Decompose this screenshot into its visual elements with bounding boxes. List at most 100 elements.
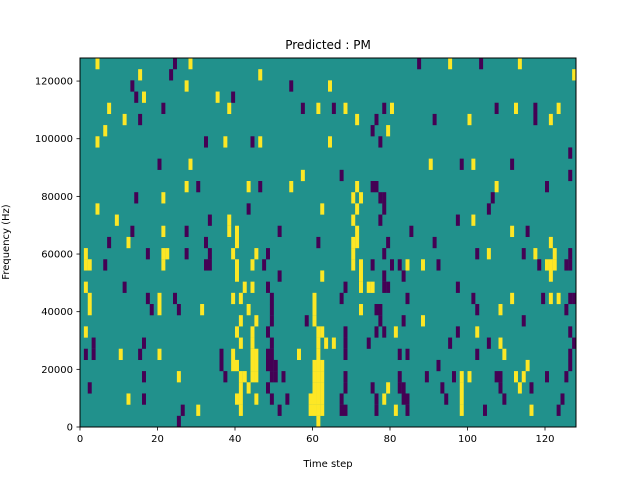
heatmap-cell-high	[316, 393, 321, 405]
heatmap-cell-low	[180, 404, 185, 416]
heatmap-cell-high	[328, 80, 332, 92]
heatmap-cell-high	[548, 259, 553, 271]
heatmap-cell-low	[161, 102, 166, 115]
y-tick-label: 100000	[35, 134, 73, 145]
heatmap-cell-low	[448, 337, 453, 349]
heatmap-cell-high	[320, 382, 325, 394]
heatmap-cell-low	[378, 136, 383, 148]
heatmap-cell-high	[289, 181, 294, 193]
heatmap-cell-low	[521, 315, 526, 327]
heatmap-cell-low	[176, 304, 181, 316]
heatmap-cell-low	[397, 382, 402, 394]
heatmap-cell-low	[281, 371, 286, 383]
heatmap-cell-high	[235, 225, 239, 238]
heatmap-cell-high	[359, 270, 363, 282]
heatmap-cell-high	[502, 348, 507, 361]
heatmap-cell-high	[390, 102, 394, 115]
heatmap-cell-high	[312, 315, 317, 327]
heatmap-cell-low	[269, 292, 274, 305]
heatmap-cell-high	[188, 58, 193, 70]
heatmap-cell-high	[161, 259, 166, 271]
y-axis-label: Frequency (Hz)	[1, 204, 12, 280]
heatmap-cell-high	[157, 348, 162, 361]
heatmap-cell-low	[556, 404, 561, 416]
heatmap-cell-high	[467, 371, 472, 383]
heatmap-cell-high	[448, 58, 453, 70]
heatmap-cell-low	[277, 404, 282, 416]
heatmap-cell-low	[331, 102, 336, 115]
heatmap-cell-low	[397, 348, 402, 361]
heatmap-cell-low	[370, 125, 375, 137]
heatmap-cell-low	[475, 248, 480, 260]
heatmap-cell-high	[142, 91, 146, 103]
heatmap-cell-high	[459, 371, 464, 383]
heatmap-cell-low	[436, 259, 441, 271]
heatmap-cell-low	[405, 348, 410, 361]
heatmap-cell-high	[200, 304, 205, 316]
heatmap-cell-high	[355, 203, 360, 215]
heatmap-cell-high	[87, 304, 92, 316]
x-tick-label: 60	[306, 434, 319, 445]
heatmap-cell-low	[386, 281, 391, 293]
heatmap-cell-high	[316, 415, 321, 428]
heatmap-cell-high	[157, 304, 162, 316]
heatmap-cell-low	[207, 248, 212, 260]
heatmap-cell-high	[494, 181, 499, 193]
heatmap-cell-high	[517, 382, 522, 394]
heatmap-cell-low	[374, 393, 379, 405]
heatmap-cell-low	[572, 292, 577, 305]
heatmap-cell-high	[459, 382, 464, 394]
heatmap-cell-high	[161, 225, 166, 238]
heatmap-cell-low	[483, 404, 487, 416]
heatmap-cell-low	[269, 359, 274, 372]
heatmap-cell-high	[235, 259, 239, 271]
heatmap-cell-high	[316, 404, 321, 416]
heatmap-cell-low	[479, 58, 484, 70]
heatmap-cell-low	[83, 348, 88, 361]
heatmap-cell-high	[366, 281, 371, 293]
heatmap-cell-high	[87, 292, 92, 305]
heatmap-cell-high	[235, 393, 239, 405]
heatmap-cell-low	[545, 371, 549, 383]
heatmap-cell-low	[382, 326, 387, 338]
heatmap-cell-low	[196, 181, 201, 193]
heatmap-cell-high	[161, 192, 166, 204]
heatmap-cell-low	[541, 292, 546, 305]
heatmap-cell-low	[397, 259, 402, 271]
heatmap-cell-low	[269, 371, 274, 383]
heatmap-cell-low	[204, 236, 208, 249]
heatmap-cell-high	[250, 371, 255, 383]
heatmap-cell-high	[238, 393, 243, 405]
heatmap-cell-low	[157, 158, 162, 170]
heatmap-cell-high	[355, 236, 360, 249]
heatmap-cell-low	[204, 259, 208, 271]
x-axis-label: Time step	[302, 459, 352, 470]
x-tick-label: 80	[384, 434, 397, 445]
heatmap-cell-low	[417, 58, 422, 70]
heatmap-cell-high	[556, 102, 561, 115]
heatmap-cell-high	[87, 259, 92, 271]
heatmap-cell-high	[157, 292, 162, 305]
heatmap-cell-high	[548, 292, 553, 305]
heatmap-cell-low	[269, 315, 274, 327]
heatmap-cell-high	[355, 113, 360, 126]
heatmap-cell-low	[378, 192, 383, 204]
heatmap-cell-low	[266, 281, 270, 293]
heatmap-cell-high	[475, 326, 480, 338]
heatmap-cell-high	[351, 259, 356, 271]
heatmap-cell-low	[269, 393, 274, 405]
heatmap-cell-low	[568, 326, 573, 338]
heatmap-cell-high	[254, 315, 259, 327]
heatmap-cell-low	[138, 113, 143, 126]
heatmap-cell-low	[169, 69, 174, 81]
heatmap-cell-low	[568, 147, 573, 159]
heatmap-cell-low	[266, 326, 270, 338]
heatmap-cell-low	[572, 337, 577, 349]
heatmap-cell-high	[122, 113, 127, 126]
heatmap-cell-high	[320, 326, 325, 338]
heatmap-cell-low	[401, 270, 406, 282]
heatmap-cell-high	[486, 248, 491, 260]
heatmap-cell-low	[401, 315, 406, 327]
heatmap-cell-low	[219, 348, 224, 361]
heatmap-cell-low	[370, 382, 375, 394]
